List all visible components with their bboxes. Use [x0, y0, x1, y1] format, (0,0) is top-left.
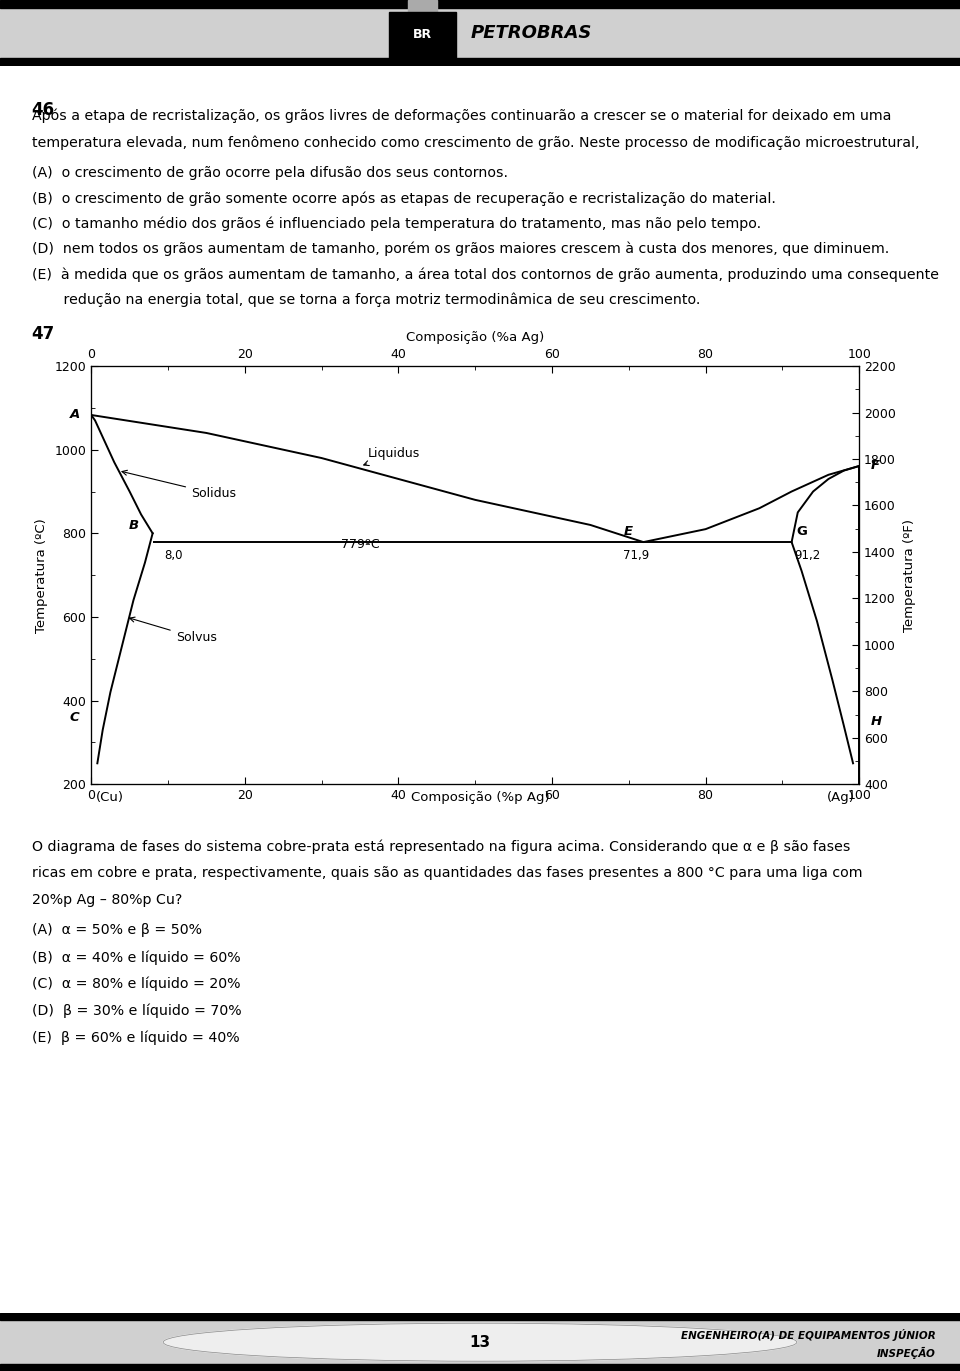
Text: (D)  nem todos os grãos aumentam de tamanho, porém os grãos maiores crescem à cu: (D) nem todos os grãos aumentam de taman… [32, 241, 889, 256]
Text: C: C [70, 710, 80, 724]
Text: 8,0: 8,0 [164, 548, 182, 562]
Text: Após a etapa de recristalização, os grãos livres de deformações continuarão a cr: Após a etapa de recristalização, os grão… [32, 108, 891, 123]
Y-axis label: Temperatura (ºF): Temperatura (ºF) [903, 518, 916, 632]
X-axis label: Composição (%a Ag): Composição (%a Ag) [406, 332, 544, 344]
Text: (D)  β = 30% e líquido = 70%: (D) β = 30% e líquido = 70% [32, 1004, 241, 1019]
Text: 47: 47 [32, 325, 55, 343]
Bar [389, 12, 456, 58]
Bar [0, 58, 960, 66]
Text: Composição (%p Ag): Composição (%p Ag) [411, 791, 549, 803]
Text: 91,2: 91,2 [794, 548, 820, 562]
Text: E: E [624, 525, 633, 537]
Bar [0, 7, 960, 59]
Text: Liquidus: Liquidus [364, 447, 420, 466]
Text: O diagrama de fases do sistema cobre-prata está representado na figura acima. Co: O diagrama de fases do sistema cobre-pra… [32, 839, 850, 854]
Bar [0, 0, 960, 8]
Text: (E)  à medida que os grãos aumentam de tamanho, a área total dos contornos de gr: (E) à medida que os grãos aumentam de ta… [32, 267, 939, 282]
Text: 46: 46 [32, 101, 55, 119]
Text: (B)  o crescimento de grão somente ocorre após as etapas de recuperação e recris: (B) o crescimento de grão somente ocorre… [32, 191, 776, 206]
Text: 71,9: 71,9 [623, 548, 650, 562]
Text: ENGENHEIRO(A) DE EQUIPAMENTOS JÚNIOR: ENGENHEIRO(A) DE EQUIPAMENTOS JÚNIOR [682, 1330, 936, 1341]
Text: H: H [871, 716, 882, 728]
Text: temperatura elevada, num fenômeno conhecido como crescimento de grão. Neste proc: temperatura elevada, num fenômeno conhec… [32, 136, 919, 149]
Text: G: G [796, 525, 807, 537]
Text: (E)  β = 60% e líquido = 40%: (E) β = 60% e líquido = 40% [32, 1030, 239, 1045]
Text: 779ºC: 779ºC [341, 537, 379, 551]
Text: Solvus: Solvus [130, 617, 217, 644]
Text: 13: 13 [469, 1335, 491, 1349]
Text: (C)  α = 80% e líquido = 20%: (C) α = 80% e líquido = 20% [32, 976, 240, 991]
Text: (A)  α = 50% e β = 50%: (A) α = 50% e β = 50% [32, 923, 202, 938]
Bar [0, 1313, 960, 1320]
Text: (C)  o tamanho médio dos grãos é influenciado pela temperatura do tratamento, ma: (C) o tamanho médio dos grãos é influenc… [32, 217, 761, 232]
Text: B: B [129, 520, 139, 532]
Text: F: F [871, 459, 879, 473]
Text: (B)  α = 40% e líquido = 60%: (B) α = 40% e líquido = 60% [32, 950, 240, 965]
Y-axis label: Temperatura (ºC): Temperatura (ºC) [35, 518, 47, 632]
Text: (A)  o crescimento de grão ocorre pela difusão dos seus contornos.: (A) o crescimento de grão ocorre pela di… [32, 166, 508, 180]
Text: (Ag): (Ag) [827, 791, 854, 803]
Text: BR: BR [413, 29, 432, 41]
Text: ricas em cobre e prata, respectivamente, quais são as quantidades das fases pres: ricas em cobre e prata, respectivamente,… [32, 865, 862, 880]
Text: Solidus: Solidus [122, 470, 236, 500]
Text: redução na energia total, que se torna a força motriz termodinâmica de seu cresc: redução na energia total, que se torna a… [32, 292, 700, 307]
Text: A: A [69, 409, 80, 421]
Text: 20%p Ag – 80%p Cu?: 20%p Ag – 80%p Cu? [32, 893, 182, 906]
Bar [0, 1364, 960, 1371]
Text: INSPEÇÃO: INSPEÇÃO [877, 1346, 936, 1359]
Text: PETROBRAS: PETROBRAS [470, 23, 591, 43]
Bar [408, 0, 437, 12]
Circle shape [163, 1323, 797, 1361]
Text: (Cu): (Cu) [96, 791, 124, 803]
